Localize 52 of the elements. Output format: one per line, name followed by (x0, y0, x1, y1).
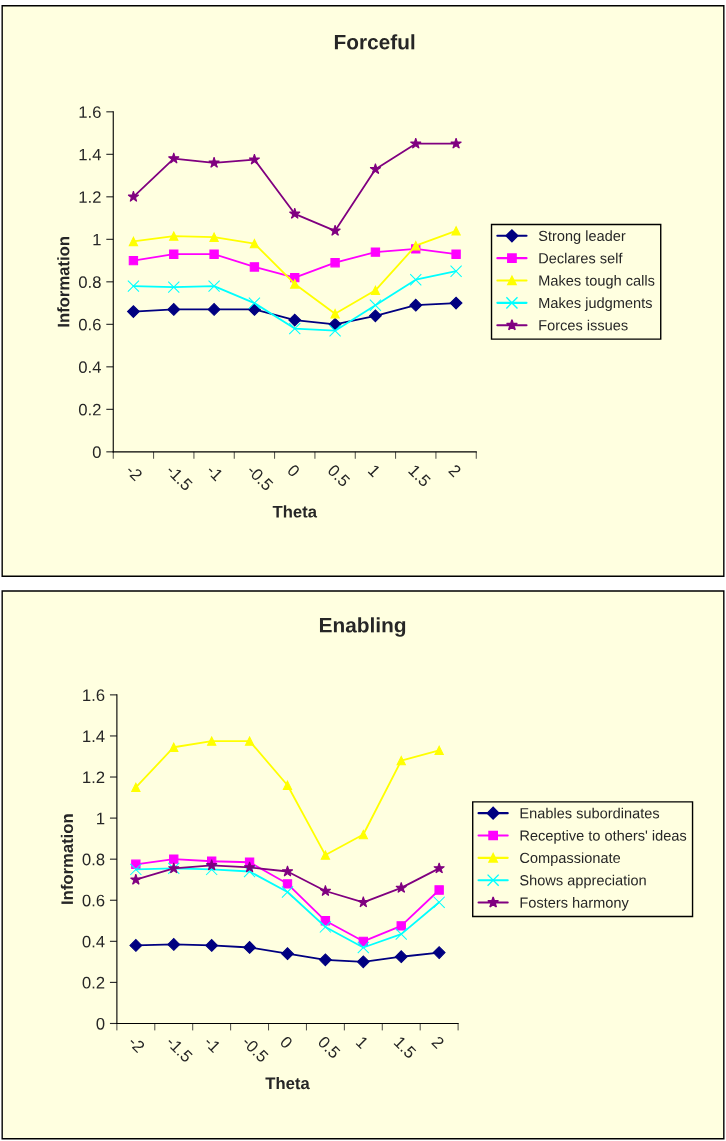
x-tick-label: 0 (286, 463, 301, 478)
y-axis-title: Information (60, 814, 74, 904)
y-tick-label: 0.4 (82, 935, 105, 948)
y-tick-label: 0.2 (82, 976, 105, 989)
x-tick-label: 1.5 (408, 464, 432, 488)
x-tick-label: -0.5 (246, 463, 274, 492)
y-tick-label: 0 (92, 446, 101, 459)
legend-label: Receptive to others' ideas (520, 830, 687, 844)
y-tick-label: 1.4 (83, 730, 105, 742)
y-tick-label: 1.4 (79, 148, 101, 161)
legend-label: Enables subordinates (520, 807, 660, 819)
legend-label: Makes tough calls (539, 275, 655, 289)
legend-label: Declares self (539, 252, 623, 264)
x-tick-label: 1 (355, 1035, 369, 1050)
y-tick-label: 1 (97, 812, 105, 825)
x-tick-label: 1 (367, 464, 381, 478)
legend-label: Compassionate (520, 852, 621, 866)
x-tick-label: -1.5 (165, 463, 194, 492)
x-tick-label: 0.5 (326, 463, 351, 488)
x-axis-title: Theta (272, 505, 318, 518)
x-tick-label: 2 (448, 463, 462, 478)
x-tick-label: 0.5 (317, 1035, 341, 1060)
y-tick-label: 1.2 (83, 771, 105, 784)
y-tick-label: 1.6 (79, 106, 101, 119)
y-tick-label: 0.6 (78, 318, 101, 331)
x-tick-label: 2 (431, 1035, 445, 1050)
x-tick-label: -1 (203, 1035, 222, 1054)
y-tick-label: 0 (96, 1017, 105, 1030)
y-tick-label: 1 (93, 233, 101, 246)
x-tick-label: -2 (127, 1035, 146, 1054)
legend-label: Shows appreciation (520, 874, 646, 889)
y-tick-label: 0.4 (78, 361, 101, 374)
y-tick-label: 1.6 (83, 689, 105, 702)
chart-title: Forceful (334, 34, 415, 50)
y-tick-label: 1.2 (79, 191, 101, 203)
y-tick-label: 0.2 (78, 403, 101, 416)
x-tick-label: 0 (279, 1035, 294, 1050)
legend-label: Forces issues (539, 319, 628, 331)
y-tick-label: 0.8 (78, 276, 101, 289)
x-tick-label: -0.5 (241, 1035, 270, 1064)
chart-title: Enabling (319, 617, 406, 637)
x-tick-label: 1.5 (393, 1035, 417, 1060)
legend-label: Fosters harmony (520, 897, 629, 911)
x-tick-label: -1 (206, 463, 224, 482)
x-tick-label: -2 (125, 463, 143, 482)
y-tick-label: 0.6 (82, 894, 105, 907)
legend-label: Strong leader (538, 230, 626, 244)
x-axis-title: Theta (265, 1076, 310, 1090)
y-axis-title: Information (57, 237, 70, 327)
x-tick-label: -1.5 (165, 1035, 194, 1064)
y-tick-label: 0.8 (82, 853, 105, 866)
legend-label: Makes judgments (539, 297, 652, 311)
